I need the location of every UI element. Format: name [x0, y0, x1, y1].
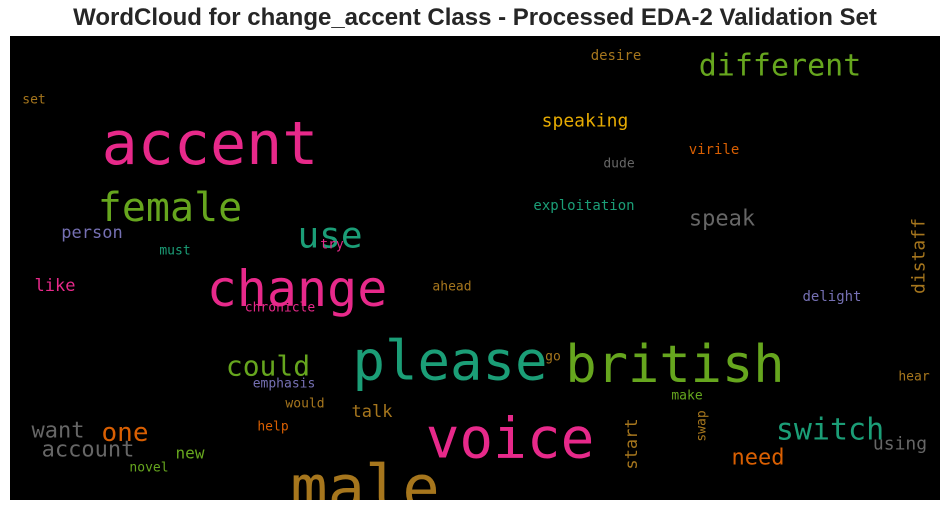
- word-novel: novel: [129, 461, 168, 476]
- word-try: try: [320, 238, 344, 253]
- word-person: person: [61, 223, 122, 243]
- word-must: must: [159, 244, 190, 259]
- word-distaff: distaff: [909, 218, 930, 294]
- word-want: want: [32, 419, 85, 444]
- word-switch: switch: [776, 413, 884, 448]
- word-speaking: speaking: [542, 111, 629, 132]
- chart-title: WordCloud for change_accent Class - Proc…: [73, 4, 877, 31]
- word-would: would: [285, 397, 324, 412]
- word-delight: delight: [802, 289, 861, 305]
- word-could: could: [226, 350, 310, 383]
- word-one: one: [102, 418, 149, 448]
- word-female: female: [98, 185, 243, 231]
- word-change: change: [207, 260, 388, 318]
- word-desire: desire: [591, 48, 642, 64]
- word-swap: swap: [695, 410, 710, 441]
- word-start: start: [622, 418, 642, 469]
- word-speak: speak: [689, 207, 755, 232]
- word-different: different: [699, 49, 862, 84]
- word-exploitation: exploitation: [533, 198, 634, 214]
- word-emphasis: emphasis: [253, 377, 316, 392]
- word-ahead: ahead: [432, 280, 471, 295]
- word-go: go: [545, 350, 561, 365]
- word-need: need: [732, 446, 785, 471]
- word-british: british: [565, 335, 784, 395]
- word-dude: dude: [603, 157, 634, 172]
- word-hear: hear: [898, 370, 929, 385]
- word-like: like: [35, 276, 76, 296]
- word-talk: talk: [352, 402, 393, 422]
- word-set: set: [22, 93, 45, 108]
- word-chronicle: chronicle: [245, 301, 316, 316]
- word-voice: voice: [426, 407, 595, 472]
- word-using: using: [873, 434, 927, 455]
- word-accent: accent: [102, 109, 319, 179]
- word-male: male: [290, 452, 439, 501]
- word-please: please: [352, 330, 547, 393]
- word-make: make: [671, 389, 702, 404]
- wordcloud-background: [10, 36, 940, 500]
- word-help: help: [257, 420, 288, 435]
- word-virile: virile: [689, 142, 740, 158]
- word-use: use: [297, 216, 362, 257]
- word-new: new: [176, 444, 205, 463]
- word-account: account: [42, 438, 135, 463]
